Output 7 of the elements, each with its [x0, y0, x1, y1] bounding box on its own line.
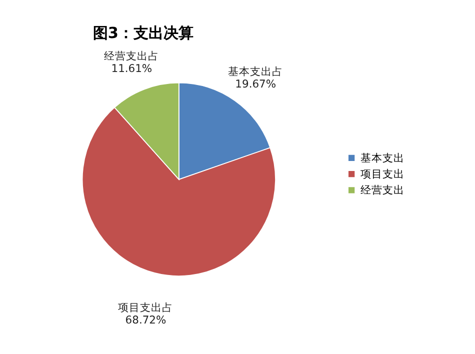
legend-label: 项目支出	[360, 168, 404, 181]
data-label: 基本支出占 19.67%	[228, 65, 284, 91]
data-label: 经营支出占 11.61%	[104, 49, 160, 75]
data-label: 项目支出占 68.72%	[118, 301, 174, 327]
legend-label: 基本支出	[360, 152, 404, 165]
legend-label: 经营支出	[360, 184, 404, 197]
chart-title: 图3：支出决算	[92, 24, 194, 42]
